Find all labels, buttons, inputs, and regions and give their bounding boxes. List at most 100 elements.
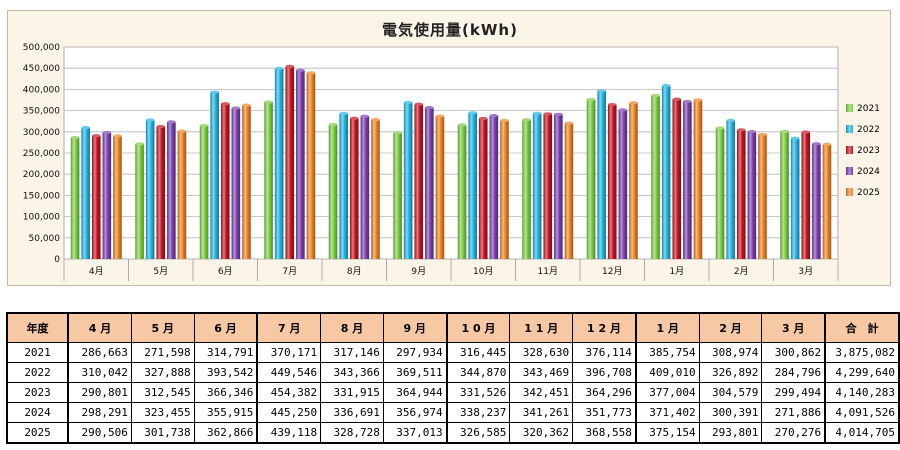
value-cell: 385,754 <box>634 342 700 363</box>
table-row: 2021 286,663 271,598 314,791 370,171 317,146 2… <box>5 342 900 363</box>
bar-2024-11 <box>812 143 821 259</box>
x-tick-label: 1月 <box>669 266 684 277</box>
bar-2023-10 <box>736 129 746 259</box>
bar-cap <box>629 101 638 105</box>
legend-label: 2025 <box>857 188 880 198</box>
year-cell: 2023 <box>5 382 69 403</box>
bar-2024-9 <box>683 101 692 260</box>
value-cell: 366,346 <box>193 382 258 403</box>
legend-swatch <box>846 146 853 154</box>
month-column-header: 2 月 <box>698 312 763 343</box>
value-cell: 297,934 <box>382 342 448 363</box>
bar-2023-2 <box>220 103 230 259</box>
bar-cap <box>618 108 628 112</box>
bar-cap <box>586 97 596 102</box>
legend-item: 2021 <box>846 104 880 116</box>
y-tick-label: 350,000 <box>23 107 60 117</box>
bar-2022-6 <box>468 112 477 260</box>
bar-2021-3 <box>264 102 273 260</box>
bar-cap <box>564 121 574 125</box>
bar-cap <box>489 113 499 118</box>
bar-2025-7 <box>564 123 574 260</box>
value-cell: 356,974 <box>382 402 448 423</box>
bar-2022-3 <box>274 68 284 260</box>
value-cell: 376,114 <box>572 342 637 363</box>
bar-2025-10 <box>758 134 767 259</box>
bar-2022-11 <box>790 138 800 259</box>
bar-cap <box>328 122 338 127</box>
value-cell: 439,118 <box>256 422 322 444</box>
value-cell: 409,010 <box>634 362 700 383</box>
y-tick-label: 400,000 <box>23 85 60 95</box>
bar-2025-8 <box>629 102 638 259</box>
bar-2025-5 <box>435 116 445 259</box>
bar-2025-3 <box>306 72 316 259</box>
value-cell: 445,250 <box>256 402 322 423</box>
total-cell: 4,140,283 <box>824 382 900 403</box>
bar-cap <box>457 123 467 127</box>
bar-cap <box>231 106 241 110</box>
bar-cap <box>683 99 692 104</box>
month-column-header: 6 月 <box>193 312 258 343</box>
bar-cap <box>70 135 80 140</box>
bar-2023-3 <box>285 66 295 259</box>
x-tick-label: 10月 <box>473 266 493 277</box>
month-column-header: 1 2 月 <box>572 312 637 343</box>
bar-cap <box>607 102 617 107</box>
bar-2025-4 <box>371 119 380 260</box>
legend-item: 2022 <box>846 125 880 137</box>
bar-cap <box>339 111 348 116</box>
month-column-header: 4 月 <box>67 312 132 343</box>
bar-cap <box>102 130 112 135</box>
bar-cap <box>393 131 402 135</box>
x-tick-label: 4月 <box>89 266 104 277</box>
bar-cap <box>661 83 671 88</box>
value-cell: 323,455 <box>130 402 195 423</box>
bar-2023-8 <box>607 104 617 259</box>
bar-2022-2 <box>210 92 219 260</box>
bar-2025-1 <box>177 131 187 259</box>
value-cell: 328,630 <box>509 342 574 363</box>
bar-cap <box>210 90 219 94</box>
bar-2022-9 <box>661 85 671 259</box>
bar-cap <box>220 102 230 106</box>
bar-cap <box>349 116 359 120</box>
bar-cap <box>554 112 563 116</box>
x-tick-label: 6月 <box>218 266 233 277</box>
bar-2024-4 <box>360 116 370 260</box>
legend-swatch <box>846 125 853 133</box>
legend-swatch <box>846 167 853 175</box>
legend-label: 2022 <box>857 125 880 135</box>
value-cell: 396,708 <box>572 362 637 383</box>
value-cell: 355,915 <box>193 402 258 423</box>
bar-2024-1 <box>167 121 176 260</box>
x-tick-label: 9月 <box>411 266 426 277</box>
bar-2024-6 <box>489 115 499 259</box>
bar-2021-8 <box>586 99 596 259</box>
value-cell: 337,013 <box>382 422 448 444</box>
year-cell: 2024 <box>5 402 69 423</box>
chart-title: 電気使用量(kWh) <box>382 21 518 39</box>
bar-cap <box>736 128 746 132</box>
bar-2025-6 <box>500 120 509 260</box>
bar-2021-10 <box>715 127 725 259</box>
bar-cap <box>145 118 155 122</box>
value-cell: 370,171 <box>256 342 322 363</box>
y-tick-label: 300,000 <box>23 128 60 138</box>
value-cell: 271,886 <box>761 402 826 423</box>
bar-2022-10 <box>726 120 735 259</box>
value-cell: 314,791 <box>193 342 258 363</box>
bar-2025-2 <box>242 105 251 260</box>
y-tick-label: 150,000 <box>23 191 60 201</box>
bar-cap <box>156 124 166 129</box>
bar-cap <box>758 132 767 137</box>
value-cell: 336,691 <box>320 402 384 423</box>
value-cell: 327,888 <box>130 362 195 383</box>
x-tick-label: 2月 <box>734 266 749 277</box>
value-cell: 393,542 <box>193 362 258 383</box>
bar-2022-4 <box>339 113 348 260</box>
value-cell: 286,663 <box>67 342 132 363</box>
bar-cap <box>306 71 316 75</box>
bar-cap <box>371 118 380 122</box>
value-cell: 342,451 <box>509 382 574 403</box>
